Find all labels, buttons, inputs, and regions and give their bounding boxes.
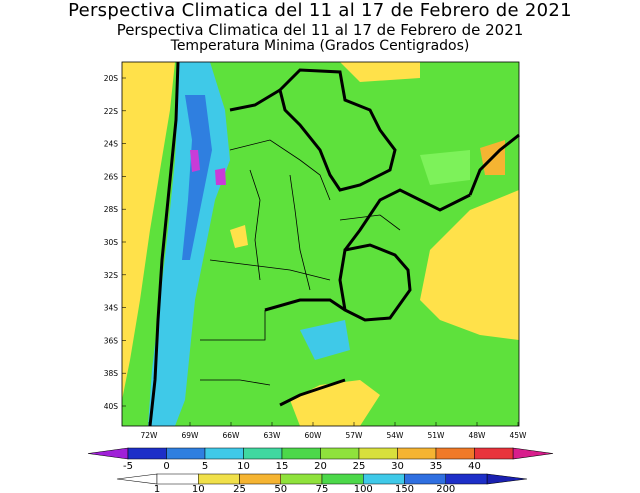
precip-colorbar-label: 50: [274, 484, 287, 493]
colorbar-label: 10: [237, 461, 250, 472]
brazil-south-border: [343, 188, 471, 251]
lat-tick-label: 26S: [104, 172, 119, 181]
colorbar-label: 0: [163, 461, 169, 472]
uruguay-border: [338, 243, 412, 322]
lat-tick-label: 28S: [104, 205, 119, 214]
lat-tick-label: 20S: [104, 74, 119, 83]
precip-colorbar-label: 1: [154, 484, 160, 493]
longitude-labels: 72W 69W 66W 63W 60W 57W 54W 51W 48W 45W: [141, 422, 528, 440]
colorbar-label: 35: [430, 461, 443, 472]
province-line-7: [339, 214, 401, 231]
colorbar-label: 30: [391, 461, 404, 472]
cold-patch-pampa: [300, 320, 350, 360]
lon-tick-label: 72W: [141, 431, 159, 440]
colorbar-label: 25: [353, 461, 366, 472]
precip-colorbar-label: 200: [436, 484, 455, 493]
lat-tick-label: 34S: [104, 304, 119, 313]
lon-tick-label: 51W: [428, 431, 446, 440]
province-line-2: [249, 169, 261, 281]
subtitle-variable: Temperatura Minima (Grados Centigrados): [170, 38, 470, 54]
precip-colorbar-swatch: [280, 473, 323, 485]
colorbar-label: 40: [468, 461, 481, 472]
precip-colorbar-swatch: [363, 473, 405, 485]
precip-colorbar-label: 10: [192, 484, 205, 493]
precip-colorbar-label: 75: [316, 484, 329, 493]
precip-colorbar-label: 150: [395, 484, 414, 493]
buenos-aires-coast: [264, 298, 346, 312]
lat-tick-label: 22S: [104, 107, 119, 116]
province-line-4: [209, 259, 331, 281]
atlantic-ocean-warm: [420, 190, 519, 340]
lat-tick-label: 40S: [104, 402, 119, 411]
andes-coldest-spot: [190, 150, 200, 172]
andes-coldest-spot-2: [215, 168, 226, 185]
province-line-6: [200, 379, 271, 386]
lon-tick-label: 45W: [510, 431, 528, 440]
north-warm-area: [340, 62, 420, 82]
lat-tick-label: 24S: [104, 140, 119, 149]
north-argentina-border: [229, 88, 281, 112]
brazil-coast: [468, 133, 520, 196]
precip-colorbar-low-arrow: [116, 473, 158, 485]
lon-tick-label: 63W: [264, 431, 282, 440]
lon-tick-label: 54W: [387, 431, 405, 440]
subtitle-period: Perspectiva Climatica del 11 al 17 de Fe…: [116, 21, 524, 39]
lon-tick-label: 66W: [223, 431, 241, 440]
lat-tick-label: 30S: [104, 238, 119, 247]
patagonia-coast: [279, 378, 346, 407]
province-borders: [200, 139, 401, 386]
precip-colorbar-swatch: [156, 473, 199, 485]
lon-tick-label: 60W: [305, 431, 323, 440]
province-line-1: [229, 139, 331, 201]
precip-colorbar-label: 100: [354, 484, 373, 493]
chile-argentina-border: [148, 61, 180, 427]
lon-tick-label: 48W: [469, 431, 487, 440]
colorbar-label: -5: [123, 461, 133, 472]
warm-spot-cuyo: [230, 225, 248, 248]
lat-tick-label: 32S: [104, 271, 119, 280]
precip-colorbar-swatch: [239, 473, 281, 485]
lon-tick-label: 57W: [346, 431, 364, 440]
precip-colorbar-swatch: [321, 473, 364, 485]
lat-tick-label: 38S: [104, 369, 119, 378]
main-title: Perspectiva Climatica del 11 al 17 de Fe…: [68, 0, 572, 21]
colorbar-label: 15: [276, 461, 289, 472]
province-line-3: [289, 174, 311, 291]
colorbar-label: 5: [202, 461, 208, 472]
colorbar-label: 20: [314, 461, 327, 472]
province-line-5: [200, 310, 266, 341]
precip-colorbar-label: 25: [233, 484, 246, 493]
map-frame: [121, 61, 520, 427]
precip-colorbar-swatch: [404, 473, 446, 485]
latitude-labels: 20S 22S 24S 26S 28S 30S 32S 34S 36S 38S 40S: [104, 74, 126, 411]
precip-colorbar-swatch: [198, 473, 240, 485]
bolivia-paraguay-border: [278, 68, 397, 192]
green-patch-1: [420, 150, 470, 185]
precip-colorbar-high-arrow: [486, 473, 528, 485]
lon-tick-label: 69W: [182, 431, 200, 440]
country-borders: [148, 61, 520, 427]
andes-colder-band: [182, 95, 212, 260]
precip-colorbar-swatch: [445, 473, 488, 485]
colorbar-swatch: [474, 447, 514, 460]
lat-tick-label: 36S: [104, 336, 119, 345]
pacific-ocean: [122, 62, 175, 400]
